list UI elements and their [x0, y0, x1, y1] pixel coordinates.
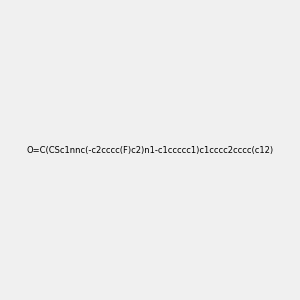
Text: O=C(CSc1nnc(-c2cccc(F)c2)n1-c1ccccc1)c1cccc2cccc(c12): O=C(CSc1nnc(-c2cccc(F)c2)n1-c1ccccc1)c1c…	[26, 146, 274, 154]
